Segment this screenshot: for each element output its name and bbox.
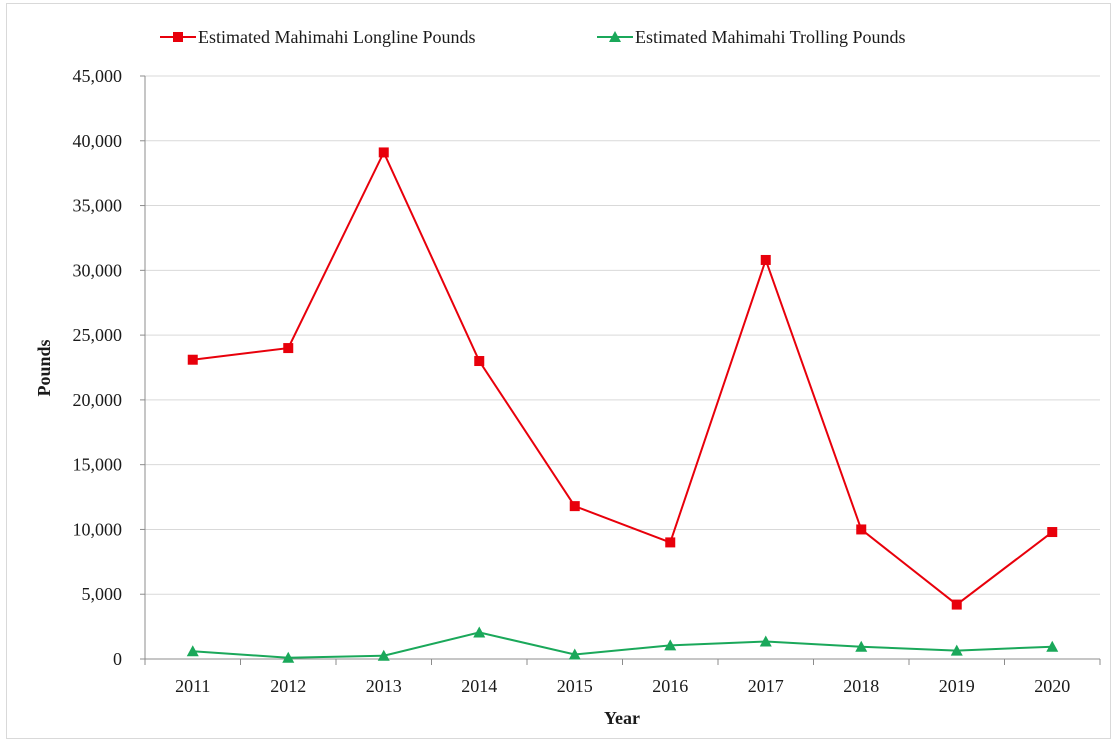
x-tick-label: 2013 [366, 676, 402, 696]
data-point-longline [951, 599, 962, 610]
x-tick-label: 2016 [652, 676, 688, 696]
y-tick-label: 30,000 [73, 260, 123, 280]
data-point-trolling [473, 626, 486, 638]
axes [140, 75, 1101, 665]
data-point-trolling [568, 648, 581, 660]
x-axis-title: Year [604, 708, 640, 728]
data-point-longline [856, 524, 867, 535]
y-tick-label: 5,000 [82, 584, 123, 604]
x-tick-label: 2018 [843, 676, 879, 696]
x-tick-label: 2017 [748, 676, 784, 696]
data-point-trolling [1046, 640, 1059, 652]
series [186, 147, 1059, 663]
data-point-longline [760, 254, 771, 265]
x-tick-label: 2015 [557, 676, 593, 696]
legend-item-longline: Estimated Mahimahi Longline Pounds [160, 27, 475, 47]
legend: Estimated Mahimahi Longline Pounds Estim… [160, 27, 906, 47]
legend-item-trolling: Estimated Mahimahi Trolling Pounds [597, 27, 906, 47]
data-point-trolling [664, 639, 677, 651]
x-tick-label: 2019 [939, 676, 975, 696]
y-tick-label: 20,000 [73, 390, 123, 410]
legend-marker-triangle [609, 31, 621, 42]
y-tick-label: 45,000 [73, 66, 123, 86]
data-point-longline [378, 147, 389, 158]
x-tick-label: 2020 [1034, 676, 1070, 696]
y-tick-label: 25,000 [73, 325, 123, 345]
y-tick-label: 10,000 [73, 519, 123, 539]
chart-frame [6, 3, 1111, 739]
x-tick-label: 2014 [461, 676, 497, 696]
legend-label-trolling: Estimated Mahimahi Trolling Pounds [635, 27, 906, 47]
y-axis-title: Pounds [34, 339, 54, 396]
data-point-trolling [377, 649, 390, 661]
data-point-longline [569, 501, 580, 512]
data-point-longline [474, 356, 485, 367]
data-point-trolling [950, 644, 963, 656]
y-tick-label: 35,000 [73, 196, 123, 216]
y-tick-label: 0 [113, 649, 122, 669]
x-tick-label: 2012 [270, 676, 306, 696]
y-tick-label: 15,000 [73, 455, 123, 475]
data-point-trolling [186, 645, 199, 657]
series-line-longline [192, 150, 1053, 606]
data-point-longline [1047, 527, 1058, 538]
y-tick-labels: 0 5,000 10,000 15,000 20,000 25,000 30,000 35,0… [73, 66, 123, 669]
data-point-trolling [759, 635, 772, 647]
gridlines [145, 75, 1100, 595]
legend-marker-square [173, 32, 183, 42]
data-point-trolling [855, 640, 868, 652]
y-tick-label: 40,000 [73, 131, 123, 151]
data-point-longline [187, 354, 198, 365]
series-line-trolling [192, 631, 1053, 659]
x-tick-labels: 2011 2012 2013 2014 2015 2016 2017 2018 2019 2020 [175, 676, 1070, 696]
data-point-longline [665, 537, 676, 548]
legend-label-longline: Estimated Mahimahi Longline Pounds [198, 27, 475, 47]
data-point-trolling [282, 651, 295, 663]
x-tick-label: 2011 [175, 676, 210, 696]
data-point-longline [283, 343, 294, 354]
